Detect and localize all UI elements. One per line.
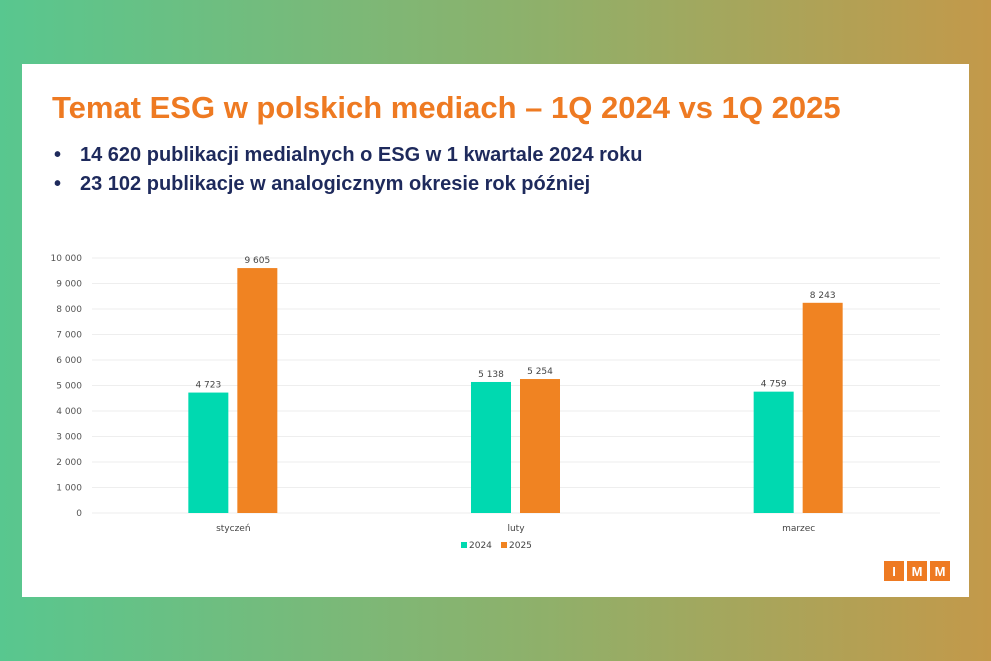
data-label: 9 605: [244, 256, 270, 266]
y-tick-label: 0: [76, 509, 82, 519]
y-tick-label: 1 000: [56, 484, 82, 494]
y-tick-label: 9 000: [56, 280, 82, 290]
y-tick-label: 10 000: [51, 254, 83, 264]
y-tick-label: 8 000: [56, 305, 82, 315]
data-label: 4 759: [761, 380, 787, 390]
bullet-symbol: •: [54, 144, 62, 166]
bullet-text: 14 620 publikacji medialnych o ESG w 1 k…: [80, 144, 643, 166]
bar-chart: 0 1 000 2 000 3 000 4 000 5 000 6 000 7 000 8 00…: [51, 254, 940, 551]
legend-label: 2025: [509, 541, 532, 551]
logo-letter: M: [907, 561, 927, 581]
bar-2024: [471, 381, 511, 513]
data-label: 5 254: [527, 367, 553, 377]
data-label: 8 243: [810, 291, 836, 301]
data-label: 5 138: [478, 370, 504, 380]
y-tick-label: 4 000: [56, 407, 82, 417]
logo-letter: I: [884, 561, 904, 581]
legend-swatch: [501, 542, 507, 548]
bullet-symbol: •: [54, 173, 62, 195]
bullet-text: 23 102 publikacje w analogicznym okresie…: [80, 173, 591, 195]
x-tick-label: luty: [507, 524, 525, 534]
bar-2025: [237, 268, 278, 513]
data-label: 4 723: [195, 381, 221, 391]
bullet-list: • 14 620 publikacji medialnych o ESG w 1 …: [54, 144, 642, 202]
y-tick-label: 3 000: [56, 433, 82, 443]
bar-2024: [753, 391, 794, 513]
bar-2024: [188, 392, 229, 513]
y-tick-label: 7 000: [56, 331, 82, 341]
y-tick-label: 6 000: [56, 356, 82, 366]
x-tick-label: marzec: [782, 524, 815, 534]
bar-2025: [802, 302, 843, 513]
x-tick-label: styczeń: [216, 524, 250, 534]
y-tick-label: 5 000: [56, 382, 82, 392]
y-tick-label: 2 000: [56, 458, 82, 468]
slide: Temat ESG w polskich mediach – 1Q 2024 v…: [22, 64, 969, 597]
bar-2025: [520, 379, 560, 513]
legend-label: 2024: [469, 541, 492, 551]
logo-letter: M: [930, 561, 950, 581]
bullet-item: • 14 620 publikacji medialnych o ESG w 1 …: [54, 144, 642, 173]
legend-swatch: [461, 542, 467, 548]
slide-title: Temat ESG w polskich mediach – 1Q 2024 v…: [52, 90, 841, 125]
bullet-item: • 23 102 publikacje w analogicznym okresi…: [54, 173, 642, 202]
